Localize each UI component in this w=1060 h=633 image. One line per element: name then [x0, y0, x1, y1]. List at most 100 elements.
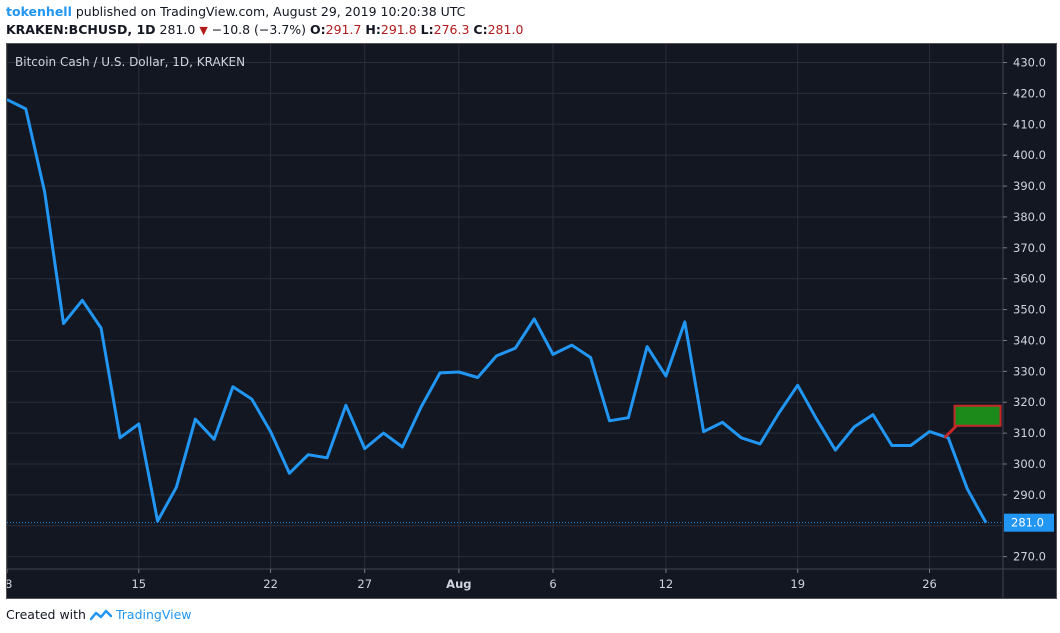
series-point: [608, 420, 610, 422]
y-tick-label: 350.0: [1013, 303, 1046, 317]
price-callout: [943, 404, 1002, 439]
series-point: [947, 437, 949, 439]
series-point: [420, 406, 422, 408]
y-tick-label: 330.0: [1013, 364, 1046, 378]
y-tick-label: 290.0: [1013, 488, 1046, 502]
x-tick-label: 22: [263, 577, 278, 591]
series-point: [138, 423, 140, 425]
y-tick-label: 340.0: [1013, 333, 1046, 347]
last-price-badge-bg: [1004, 513, 1054, 532]
series-point: [590, 356, 592, 358]
y-tick-label: 420.0: [1013, 86, 1046, 100]
x-tick-label: 19: [790, 577, 805, 591]
symbol-name: KRAKEN:BCHUSD, 1D: [6, 22, 156, 37]
x-axis[interactable]: 8 15 22 27 Aug 6 12 19 26: [7, 569, 937, 591]
series-point: [797, 384, 799, 386]
callout-box: [953, 404, 1002, 427]
published-text: published on TradingView.com, August 29,…: [71, 4, 466, 19]
x-tick-label: 26: [922, 577, 937, 591]
y-tick-label: 360.0: [1013, 272, 1046, 286]
y-tick-label: 310.0: [1013, 426, 1046, 440]
series-point: [157, 520, 159, 522]
x-tick-label: 8: [7, 577, 12, 591]
close-value: 281.0: [487, 22, 524, 37]
series-point: [194, 418, 196, 420]
series-point: [966, 488, 968, 490]
series-point: [401, 446, 403, 448]
series-point: [270, 431, 272, 433]
y-tick-label: 380.0: [1013, 210, 1046, 224]
series-point: [533, 318, 535, 320]
y-axis[interactable]: 270.0 290.0 300.0 310.0 320.0 330.0 340.0 350.0…: [1003, 56, 1046, 564]
series-point: [665, 375, 667, 377]
series-point: [326, 457, 328, 459]
high-label: H:: [365, 22, 381, 37]
y-tick-label: 370.0: [1013, 241, 1046, 255]
footer: Created with TradingView: [6, 607, 192, 622]
author-link[interactable]: tokenhell: [6, 4, 72, 19]
series-point: [213, 438, 215, 440]
last-price: 281.0: [159, 22, 196, 37]
series-point: [627, 417, 629, 419]
tradingview-brand[interactable]: TradingView: [115, 607, 192, 622]
last-price-badge-text: 281.0: [1011, 516, 1044, 530]
x-tick-label: 27: [357, 577, 372, 591]
series-point: [834, 449, 836, 451]
series-point: [872, 414, 874, 416]
series-point: [910, 444, 912, 446]
series-point: [703, 431, 705, 433]
series-point: [62, 322, 64, 324]
open-label: O:: [310, 22, 326, 37]
x-tick-label: 12: [659, 577, 674, 591]
tradingview-logo-icon: [89, 609, 112, 620]
open-value: 291.7: [325, 22, 362, 37]
y-tick-label: 430.0: [1013, 56, 1046, 70]
series-point: [684, 321, 686, 323]
last-price-badge: 281.0: [1004, 513, 1054, 532]
y-tick-label: 300.0: [1013, 457, 1046, 471]
series-point: [759, 443, 761, 445]
down-triangle-icon: ▼: [199, 24, 208, 37]
low-value: 276.3: [433, 22, 470, 37]
series-point: [721, 421, 723, 423]
series-point: [44, 191, 46, 193]
price-change: −10.8 (−3.7%): [211, 22, 307, 37]
series-point: [778, 412, 780, 414]
price-series-line: [7, 98, 988, 524]
series-point: [100, 327, 102, 329]
series-point: [571, 344, 573, 346]
series-point: [364, 448, 366, 450]
high-value: 291.8: [380, 22, 417, 37]
series-point: [891, 444, 893, 446]
series-point: [383, 432, 385, 434]
series-point: [929, 431, 931, 433]
series-point: [307, 454, 309, 456]
series-point: [477, 377, 479, 379]
created-with-text: Created with: [6, 607, 86, 622]
series-point: [853, 426, 855, 428]
series-point: [514, 347, 516, 349]
close-label: C:: [473, 22, 488, 37]
y-tick-label: 320.0: [1013, 395, 1046, 409]
series-point: [232, 386, 234, 388]
x-tick-label: 15: [131, 577, 146, 591]
series-point: [25, 108, 27, 110]
series-point: [288, 472, 290, 474]
series-point: [439, 372, 441, 374]
series-point: [646, 346, 648, 348]
series-point: [175, 486, 177, 488]
series-point: [251, 398, 253, 400]
series-point: [496, 355, 498, 357]
y-tick-label: 270.0: [1013, 550, 1046, 564]
symbol-line: KRAKEN:BCHUSD, 1D 281.0 ▼ −10.8 (−3.7%) …: [6, 22, 523, 37]
x-tick-label: 6: [549, 577, 556, 591]
low-label: L:: [420, 22, 434, 37]
y-tick-label: 400.0: [1013, 148, 1046, 162]
series-point: [816, 418, 818, 420]
chart-frame[interactable]: 270.0 290.0 300.0 310.0 320.0 330.0 340.0 350.0…: [6, 43, 1057, 599]
price-chart[interactable]: 270.0 290.0 300.0 310.0 320.0 330.0 340.0 350.0…: [7, 44, 1056, 598]
series-point: [81, 299, 83, 301]
publish-line: tokenhell published on TradingView.com, …: [6, 4, 465, 19]
grid: [7, 44, 1003, 569]
y-tick-label: 390.0: [1013, 179, 1046, 193]
